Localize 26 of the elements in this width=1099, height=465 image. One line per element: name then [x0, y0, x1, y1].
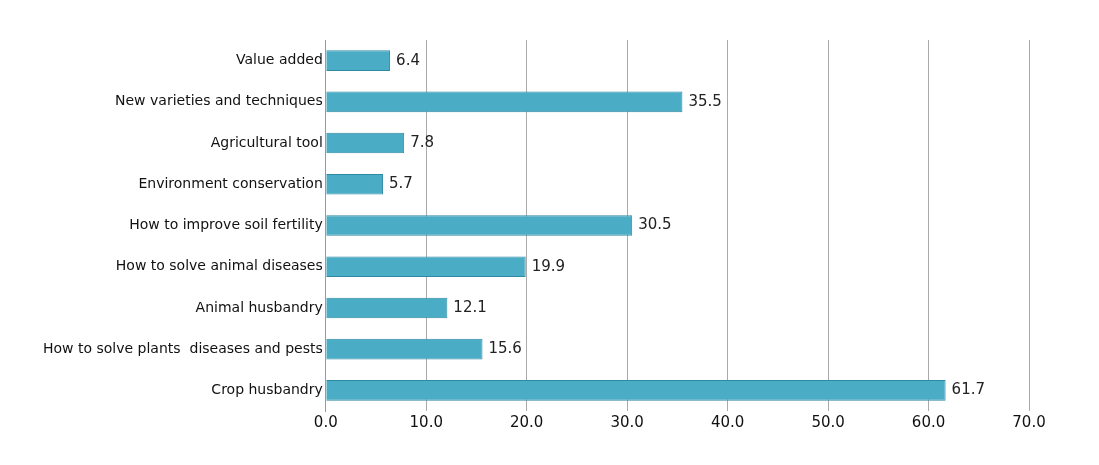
data-label: 6.4 — [396, 50, 420, 69]
y-tick-label: How to solve plants diseases and pests — [42, 339, 323, 356]
data-label: 61.7 — [951, 380, 986, 399]
x-tick-label: 60.0 — [911, 412, 946, 431]
data-label: 12.1 — [453, 297, 487, 316]
y-tick-label: How to improve soil fertility — [129, 216, 323, 233]
y-tick-label: New varieties and techniques — [115, 92, 323, 109]
x-tick-label: 50.0 — [811, 412, 845, 431]
y-tick-label: Animal husbandry — [195, 298, 323, 315]
x-tick-label: 70.0 — [1012, 412, 1046, 431]
y-tick-label: Environment conservation — [138, 174, 323, 191]
data-label: 30.5 — [638, 215, 672, 234]
y-tick-label: Crop husbandry — [211, 381, 323, 398]
data-label: 15.6 — [488, 339, 522, 358]
data-label: 19.9 — [531, 256, 566, 275]
y-tick-label: Agricultural tool — [210, 133, 323, 150]
y-tick-label: Value added — [236, 51, 323, 68]
x-tick-label: 20.0 — [510, 412, 544, 431]
data-label: 7.8 — [410, 132, 435, 151]
y-tick-label: How to solve animal diseases — [115, 257, 323, 274]
x-tick-label: 30.0 — [610, 412, 644, 431]
data-label: 5.7 — [389, 174, 413, 193]
x-tick-label: 0.0 — [313, 412, 338, 431]
x-tick-label: 10.0 — [409, 412, 443, 431]
x-tick-label: 40.0 — [710, 412, 745, 431]
data-label: 35.5 — [688, 91, 722, 110]
